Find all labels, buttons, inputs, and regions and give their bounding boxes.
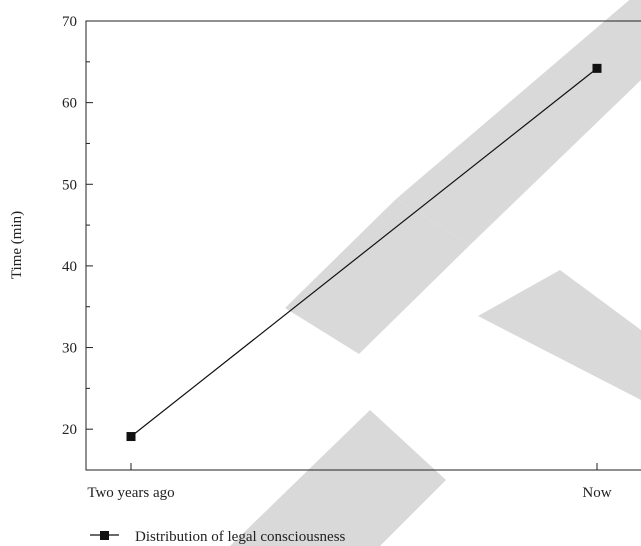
y-tick-label: 70 xyxy=(62,14,77,30)
x-tick-label: Two years ago xyxy=(87,485,174,501)
legend-marker xyxy=(100,531,109,540)
y-axis: 20 30 40 50 60 70 xyxy=(62,14,93,438)
y-axis-label: Time (min) xyxy=(9,211,25,279)
data-point xyxy=(126,432,136,442)
x-axis: Two years ago Now xyxy=(87,463,612,501)
legend: Distribution of legal consciousness xyxy=(90,529,346,545)
watermark-stroke-2 xyxy=(285,199,470,354)
y-tick-label: 40 xyxy=(62,259,77,275)
watermark-stroke-1 xyxy=(230,410,446,546)
legend-label: Distribution of legal consciousness xyxy=(135,529,346,545)
series-line xyxy=(130,67,598,437)
series-layer xyxy=(126,63,602,442)
x-tick-label: Now xyxy=(582,485,611,501)
data-point xyxy=(592,63,602,73)
y-tick-label: 50 xyxy=(62,177,77,193)
watermark-stroke-3 xyxy=(396,0,641,245)
watermark-stroke-4 xyxy=(478,270,641,400)
y-tick-label: 60 xyxy=(62,96,77,112)
y-tick-label: 30 xyxy=(62,341,77,357)
plot-area-frame xyxy=(85,20,641,471)
y-tick-label: 20 xyxy=(62,422,77,438)
retracted-watermark xyxy=(230,0,641,546)
